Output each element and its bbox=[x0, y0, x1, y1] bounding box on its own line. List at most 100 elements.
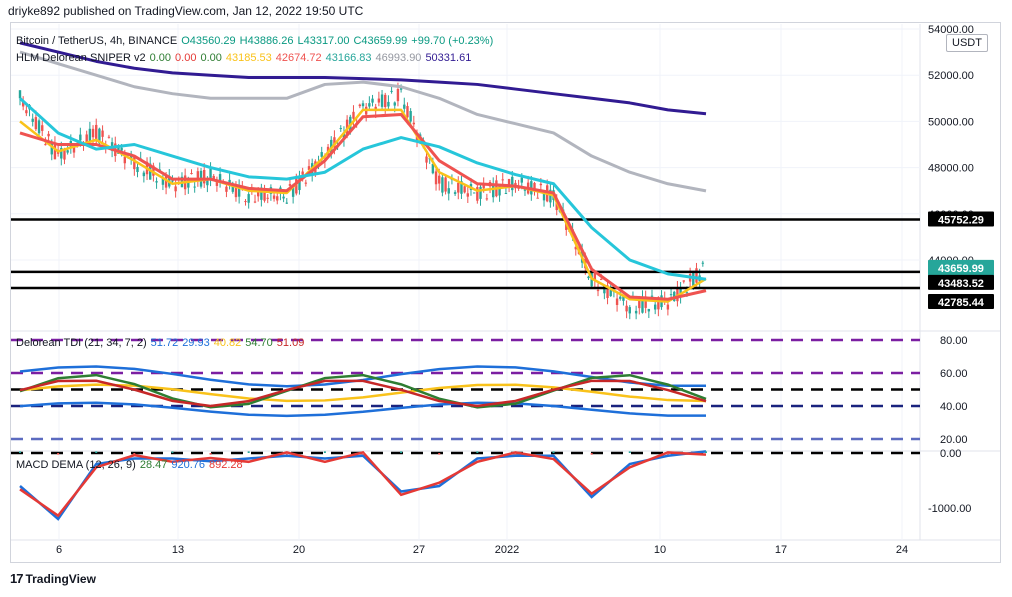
candle-body bbox=[647, 308, 651, 312]
candle-body bbox=[587, 276, 590, 279]
legend-value: L43317.00 bbox=[297, 35, 350, 47]
tdi-values: 51.72 29.93 40.82 54.70 51.09 bbox=[151, 337, 309, 349]
candle-body bbox=[609, 287, 612, 297]
candle-body bbox=[482, 184, 485, 189]
macd-name: MACD DEMA (12, 26, 9) bbox=[16, 459, 136, 471]
candle-body bbox=[260, 187, 263, 200]
macd-tick-label: 0.00 bbox=[940, 448, 961, 460]
candle-body bbox=[472, 192, 476, 194]
candle-body bbox=[234, 184, 238, 198]
candle-body bbox=[193, 186, 196, 188]
candle-body bbox=[634, 310, 638, 314]
candle-body bbox=[107, 136, 111, 138]
candle-body bbox=[431, 164, 435, 174]
candle-body bbox=[396, 89, 400, 102]
candle-body bbox=[209, 168, 212, 181]
candle-body bbox=[263, 191, 266, 201]
tradingview-footer[interactable]: 17 TradingView bbox=[10, 571, 96, 586]
legend-value: 42674.72 bbox=[275, 52, 322, 64]
candle-body bbox=[63, 148, 66, 160]
candle-body bbox=[187, 179, 190, 188]
candle-body bbox=[288, 184, 292, 186]
candle-body bbox=[384, 94, 387, 108]
candle-body bbox=[21, 101, 25, 107]
candle-body bbox=[387, 101, 390, 107]
currency-badge[interactable]: USDT bbox=[946, 34, 988, 52]
candle-body bbox=[142, 172, 146, 177]
candle-body bbox=[301, 171, 304, 175]
candle-body bbox=[390, 90, 393, 92]
candle-body bbox=[460, 181, 463, 194]
candle-body bbox=[25, 110, 28, 114]
candle-body bbox=[276, 196, 279, 201]
time-tick-label: 10 bbox=[654, 544, 666, 556]
candle-body bbox=[95, 124, 98, 140]
tdi-name: Delorean TDI (21, 34, 7, 2) bbox=[16, 337, 147, 349]
candle-body bbox=[231, 185, 234, 192]
candle-body bbox=[253, 201, 257, 203]
candle-body bbox=[133, 156, 136, 170]
time-tick-label: 24 bbox=[896, 544, 908, 556]
candle-body bbox=[596, 290, 600, 292]
candle-body bbox=[403, 104, 406, 109]
candle-body bbox=[444, 177, 447, 192]
legend-value: 0.00 bbox=[175, 52, 197, 64]
candle-body bbox=[161, 178, 165, 185]
price-label-text: 43483.52 bbox=[938, 278, 984, 290]
sniper-values: 0.00 0.00 0.00 43185.53 42674.72 43166.83 4699… bbox=[150, 52, 476, 64]
candle-body bbox=[203, 169, 206, 184]
legend-value: O43560.29 bbox=[181, 35, 236, 47]
candle-body bbox=[44, 144, 47, 146]
candle-body bbox=[171, 180, 174, 182]
candle-body bbox=[511, 176, 514, 191]
time-tick-label: 13 bbox=[172, 544, 184, 556]
candle-body bbox=[244, 201, 247, 203]
candle-body bbox=[501, 179, 504, 181]
candle-body bbox=[485, 198, 489, 200]
candle-body bbox=[228, 179, 231, 183]
candle-body bbox=[345, 119, 349, 135]
price-tick-label: 48000.00 bbox=[928, 163, 974, 175]
candle-body bbox=[644, 296, 647, 308]
candle-body bbox=[266, 197, 269, 199]
legend-value: 29.93 bbox=[182, 337, 210, 349]
candle-body bbox=[298, 177, 301, 191]
price-label-tag bbox=[928, 294, 994, 310]
candle-body bbox=[438, 175, 441, 184]
candle-body bbox=[619, 296, 622, 299]
candle-body bbox=[498, 186, 501, 196]
publisher-line: driyke892 published on TradingView.com, … bbox=[8, 4, 364, 18]
candle-body bbox=[18, 90, 22, 99]
candle-body bbox=[85, 134, 88, 144]
candle-body bbox=[155, 181, 158, 183]
candle-body bbox=[34, 117, 38, 130]
candle-body bbox=[256, 189, 260, 197]
candle-body bbox=[215, 181, 219, 186]
candle-body bbox=[98, 128, 101, 144]
candle-body bbox=[272, 195, 276, 199]
tdi-trade-line bbox=[19, 379, 707, 408]
price-label-text: 43659.99 bbox=[938, 263, 984, 275]
candle-body bbox=[333, 137, 336, 148]
candle-body bbox=[320, 152, 323, 157]
ema-slow-line bbox=[18, 97, 707, 281]
candle-body bbox=[523, 189, 527, 191]
time-tick-label: 27 bbox=[413, 544, 425, 556]
candle-body bbox=[88, 128, 92, 143]
legend-value: 920.76 bbox=[171, 459, 206, 471]
candle-body bbox=[463, 186, 466, 193]
candle-body bbox=[701, 262, 705, 264]
sniper-legend: HLM Delorean SNIPER v2 0.00 0.00 0.00 43185.… bbox=[16, 52, 479, 64]
symbol-legend: Bitcoin / TetherUS, 4h, BINANCE O43560.29… bbox=[16, 35, 501, 47]
legend-value: 51.72 bbox=[150, 337, 179, 349]
candle-body bbox=[666, 304, 670, 310]
chart-frame bbox=[10, 22, 1001, 563]
macd-signal-line bbox=[19, 451, 707, 518]
candle-body bbox=[682, 280, 685, 282]
price-tick-label: 52000.00 bbox=[928, 70, 974, 82]
candle-body bbox=[695, 268, 698, 283]
candle-body bbox=[593, 273, 597, 282]
candle-body bbox=[247, 194, 250, 203]
candle-body bbox=[653, 304, 657, 310]
